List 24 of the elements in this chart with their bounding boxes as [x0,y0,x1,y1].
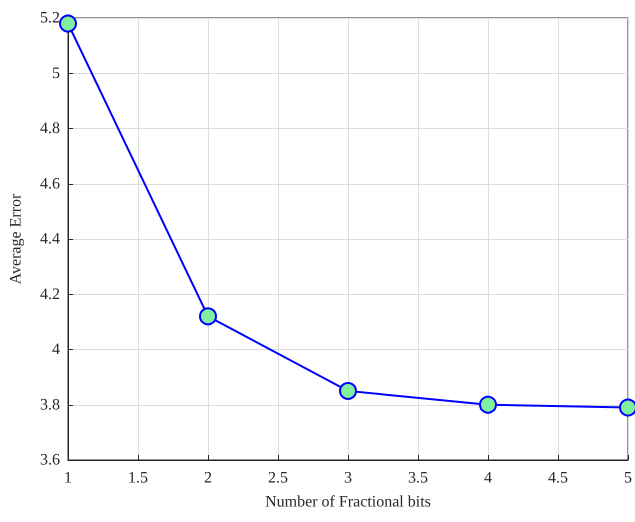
y-tick-label: 3.6 [40,452,60,468]
y-tick-label: 4.8 [40,120,60,137]
x-tick-label: 1 [64,470,72,486]
x-tick-label: 2.5 [268,470,288,486]
x-tick-label: 3 [344,470,352,486]
point [339,382,357,400]
x-axis-title: Number of Fractional bits [265,494,431,510]
y-tick-label: 4.4 [40,230,60,248]
point [59,14,77,33]
y-tick-label: 4 [52,341,60,358]
y-tick-label: 5 [52,64,60,82]
x-tick-label: 4 [484,470,492,486]
x-tick-label: 5 [624,470,632,486]
x-tick-label: 2 [204,470,212,486]
y-tick-label: 4.6 [40,175,60,192]
y-tick-label: 3.8 [40,396,60,414]
point [199,307,217,326]
y-axis-title: Average Error [8,192,24,284]
x-tick-label: 1.5 [128,470,148,486]
y-tick-label: 5.2 [40,10,60,26]
x-tick-label: 4.5 [548,470,568,486]
point [479,396,497,414]
x-tick-label: 3.5 [408,470,428,486]
y-tick-label: 4.2 [40,286,60,303]
